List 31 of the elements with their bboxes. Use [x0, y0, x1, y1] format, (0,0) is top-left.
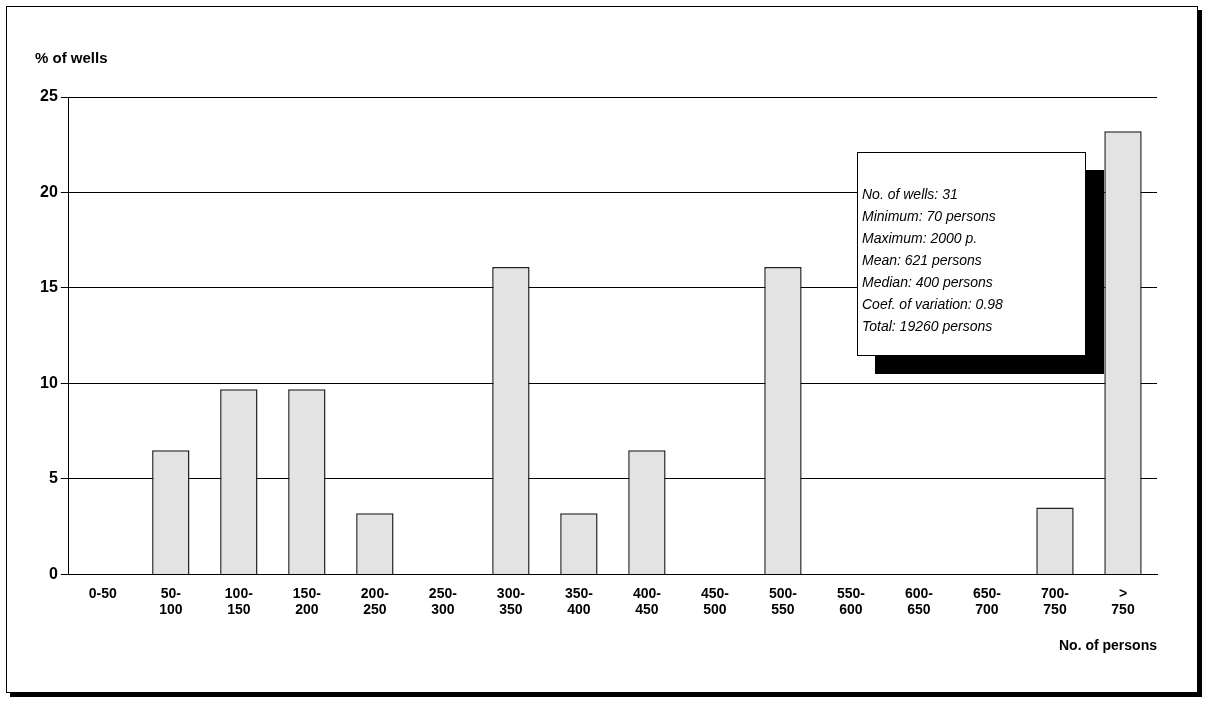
- x-tick-label: 0-50: [88, 584, 118, 601]
- x-tick-label: 300- 350: [496, 584, 526, 618]
- x-tick-label: 450- 500: [700, 584, 730, 618]
- x-tick-label: 600- 650: [904, 584, 934, 618]
- x-tick-label: > 750: [1111, 584, 1135, 618]
- x-tick-label: 200- 250: [360, 584, 390, 618]
- x-tick-label: 650- 700: [972, 584, 1002, 618]
- y-tick-label: 15: [40, 278, 58, 296]
- x-tick-label: 400- 450: [632, 584, 662, 618]
- x-tick-label: 550- 600: [836, 584, 866, 618]
- annotation: Mean: 621 persons: [862, 251, 983, 270]
- annotation: Maximum: 2000 p.: [862, 229, 979, 248]
- y-tick-label: 0: [48, 564, 58, 582]
- y-tick-label: 20: [40, 182, 58, 200]
- y-tick-label: 5: [48, 469, 58, 487]
- y-tick-label: 25: [40, 87, 58, 105]
- x-tick-label: 100- 150: [224, 584, 254, 618]
- y-axis-title: % of wells: [35, 49, 108, 66]
- annotation: Median: 400 persons: [862, 273, 994, 292]
- x-tick-label: 150- 200: [292, 584, 322, 618]
- annotation: Minimum: 70 persons: [862, 207, 997, 226]
- x-tick-label: 50- 100: [159, 584, 183, 618]
- annotation: No. of wells: 31: [862, 185, 959, 204]
- annotation: Total: 19260 persons: [862, 317, 994, 336]
- x-axis-title: No. of persons: [1058, 637, 1157, 653]
- annotation: Coef. of variation: 0.98: [862, 295, 1004, 314]
- x-tick-label: 700- 750: [1040, 584, 1070, 618]
- x-tick-label: 350- 400: [564, 584, 594, 618]
- x-tick-label: 250- 300: [428, 584, 458, 618]
- x-tick-label: 500- 550: [768, 584, 798, 618]
- y-tick-label: 10: [40, 373, 58, 391]
